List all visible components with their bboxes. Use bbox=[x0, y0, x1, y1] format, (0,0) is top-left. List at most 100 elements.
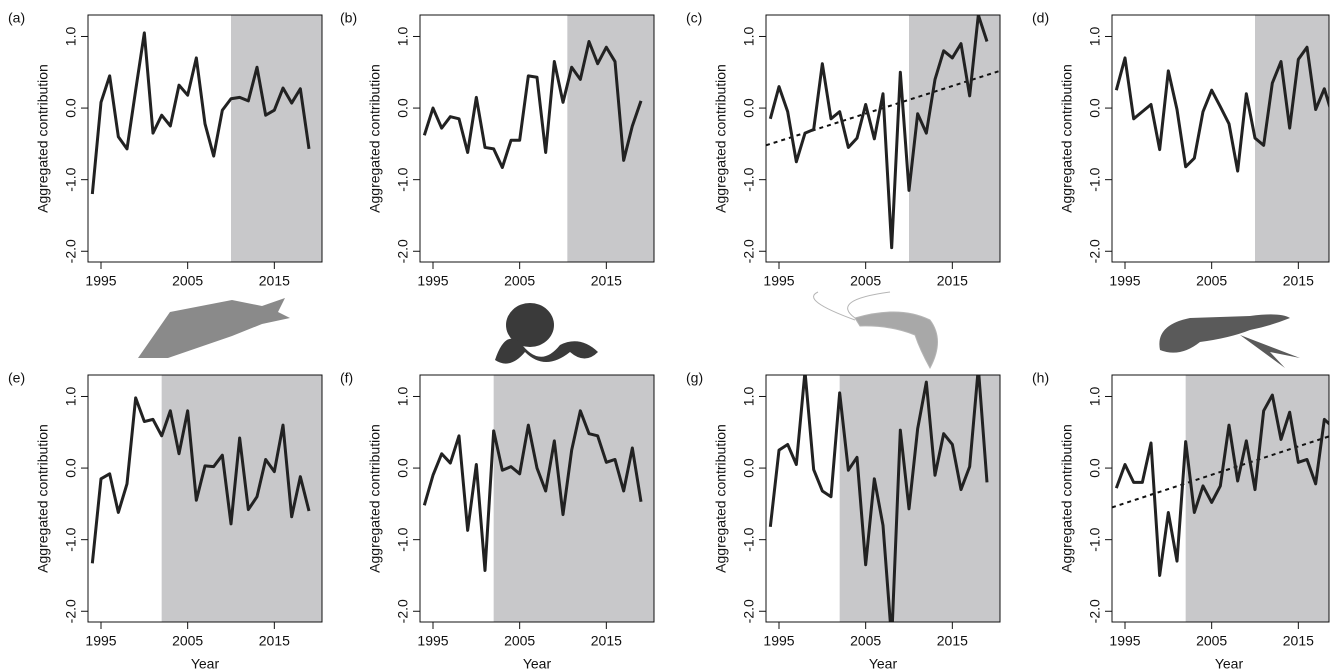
y-tick-label: -1.0 bbox=[741, 527, 757, 551]
x-tick-label: 2015 bbox=[259, 633, 290, 649]
x-tick-label: 1995 bbox=[417, 273, 448, 289]
y-tick-label: 0.0 bbox=[395, 458, 411, 478]
y-tick-label: 0.0 bbox=[1087, 98, 1103, 118]
y-tick-label: -2.0 bbox=[1087, 239, 1103, 263]
octopus-arms bbox=[495, 338, 598, 364]
y-tick-label: -1.0 bbox=[395, 167, 411, 191]
data-line bbox=[422, 39, 643, 169]
panel-label: (g) bbox=[686, 370, 703, 386]
lobster-claw bbox=[1240, 335, 1300, 368]
y-tick-label: -1.0 bbox=[1087, 167, 1103, 191]
y-tick-label: 0.0 bbox=[63, 458, 79, 478]
x-tick-label: 2015 bbox=[937, 633, 968, 649]
y-tick-label: 1.0 bbox=[1087, 27, 1103, 47]
x-tick-label: 1995 bbox=[763, 273, 794, 289]
shaded-period bbox=[161, 375, 322, 622]
x-tick-label: 2015 bbox=[591, 633, 622, 649]
y-tick-label: -1.0 bbox=[395, 527, 411, 551]
panel-label: (d) bbox=[1032, 10, 1049, 26]
y-tick-label: -1.0 bbox=[741, 167, 757, 191]
data-line bbox=[1114, 45, 1329, 173]
data-line bbox=[422, 409, 643, 572]
y-tick-label: 0.0 bbox=[741, 98, 757, 118]
octopus-head bbox=[506, 303, 554, 347]
y-axis-title: Aggregated contribution bbox=[35, 424, 51, 573]
y-tick-label: -2.0 bbox=[395, 599, 411, 623]
y-axis-title: Aggregated contribution bbox=[367, 424, 383, 573]
plot-frame bbox=[765, 374, 1001, 623]
plot-frame bbox=[87, 14, 323, 263]
y-tick-label: -1.0 bbox=[63, 167, 79, 191]
y-tick-label: -1.0 bbox=[1087, 527, 1103, 551]
plot-area bbox=[1112, 375, 1329, 622]
plot-frame bbox=[87, 374, 323, 623]
squid-body bbox=[138, 298, 290, 358]
panel: -2.0 -1.0 0.0 1.0 1995 2005 2015 Aggregated con… bbox=[8, 10, 323, 289]
squid-silhouette bbox=[138, 298, 290, 358]
y-tick-label: -2.0 bbox=[63, 599, 79, 623]
plot-area bbox=[1114, 15, 1329, 262]
y-axis-title: Aggregated contribution bbox=[713, 424, 729, 573]
plot-area bbox=[766, 15, 1000, 262]
x-tick-label: 2005 bbox=[504, 273, 535, 289]
shrimp-silhouette bbox=[813, 291, 938, 370]
x-tick-label: 2005 bbox=[1196, 633, 1227, 649]
x-tick-label: 1995 bbox=[85, 273, 116, 289]
shaded-period bbox=[1255, 15, 1329, 262]
y-tick-label: 1.0 bbox=[395, 27, 411, 47]
y-tick-label: -2.0 bbox=[1087, 599, 1103, 623]
plot-area bbox=[422, 375, 654, 622]
plot-frame bbox=[1111, 374, 1330, 623]
y-axis-title: Aggregated contribution bbox=[713, 64, 729, 213]
y-tick-label: 1.0 bbox=[395, 387, 411, 407]
x-axis-title: Year bbox=[191, 656, 220, 671]
panel: -2.0 -1.0 0.0 1.0 1995 2005 2015 Aggregated con… bbox=[686, 370, 1001, 671]
panel-label: (b) bbox=[340, 10, 357, 26]
x-tick-label: 2005 bbox=[850, 633, 881, 649]
y-tick-label: 0.0 bbox=[63, 98, 79, 118]
x-tick-label: 2005 bbox=[172, 273, 203, 289]
panel: -2.0 -1.0 0.0 1.0 1995 2005 2015 Aggregated con… bbox=[1032, 370, 1330, 671]
x-tick-label: 2005 bbox=[504, 633, 535, 649]
x-tick-label: 2005 bbox=[1196, 273, 1227, 289]
plot-area bbox=[90, 15, 322, 262]
data-line bbox=[90, 396, 311, 564]
x-tick-label: 1995 bbox=[417, 633, 448, 649]
data-line bbox=[1114, 393, 1329, 577]
x-axis-title: Year bbox=[869, 656, 898, 671]
y-tick-label: 0.0 bbox=[741, 458, 757, 478]
lobster-body bbox=[1159, 314, 1290, 353]
x-tick-label: 2005 bbox=[172, 633, 203, 649]
y-tick-label: 1.0 bbox=[63, 27, 79, 47]
plot-frame bbox=[419, 374, 655, 623]
y-tick-label: 1.0 bbox=[1087, 387, 1103, 407]
y-tick-label: 0.0 bbox=[395, 98, 411, 118]
shrimp-body bbox=[854, 311, 938, 370]
x-tick-label: 2015 bbox=[1283, 633, 1314, 649]
plot-frame bbox=[419, 14, 655, 263]
panel-label: (h) bbox=[1032, 370, 1049, 386]
panel: -2.0 -1.0 0.0 1.0 1995 2005 2015 Aggregated con… bbox=[1032, 10, 1330, 289]
y-tick-label: -2.0 bbox=[63, 239, 79, 263]
data-line bbox=[768, 15, 989, 250]
panel: -2.0 -1.0 0.0 1.0 1995 2005 2015 Aggregated con… bbox=[340, 370, 655, 671]
panel: -2.0 -1.0 0.0 1.0 1995 2005 2015 Aggregated con… bbox=[686, 10, 1001, 289]
y-axis-title: Aggregated contribution bbox=[1059, 64, 1075, 213]
y-tick-label: 1.0 bbox=[741, 387, 757, 407]
y-tick-label: -2.0 bbox=[395, 239, 411, 263]
data-line bbox=[768, 375, 989, 622]
shaded-period bbox=[493, 375, 654, 622]
y-axis-title: Aggregated contribution bbox=[35, 64, 51, 213]
y-axis-title: Aggregated contribution bbox=[367, 64, 383, 213]
x-tick-label: 2015 bbox=[937, 273, 968, 289]
panel-label: (f) bbox=[340, 370, 353, 386]
data-line bbox=[90, 31, 311, 195]
plot-frame bbox=[1111, 14, 1330, 263]
x-tick-label: 2015 bbox=[1283, 273, 1314, 289]
panel: -2.0 -1.0 0.0 1.0 1995 2005 2015 Aggregated con… bbox=[340, 10, 655, 289]
x-tick-label: 1995 bbox=[1109, 633, 1140, 649]
panel: -2.0 -1.0 0.0 1.0 1995 2005 2015 Aggregated con… bbox=[8, 370, 323, 671]
panel-label: (a) bbox=[8, 10, 25, 26]
y-tick-label: -1.0 bbox=[63, 527, 79, 551]
